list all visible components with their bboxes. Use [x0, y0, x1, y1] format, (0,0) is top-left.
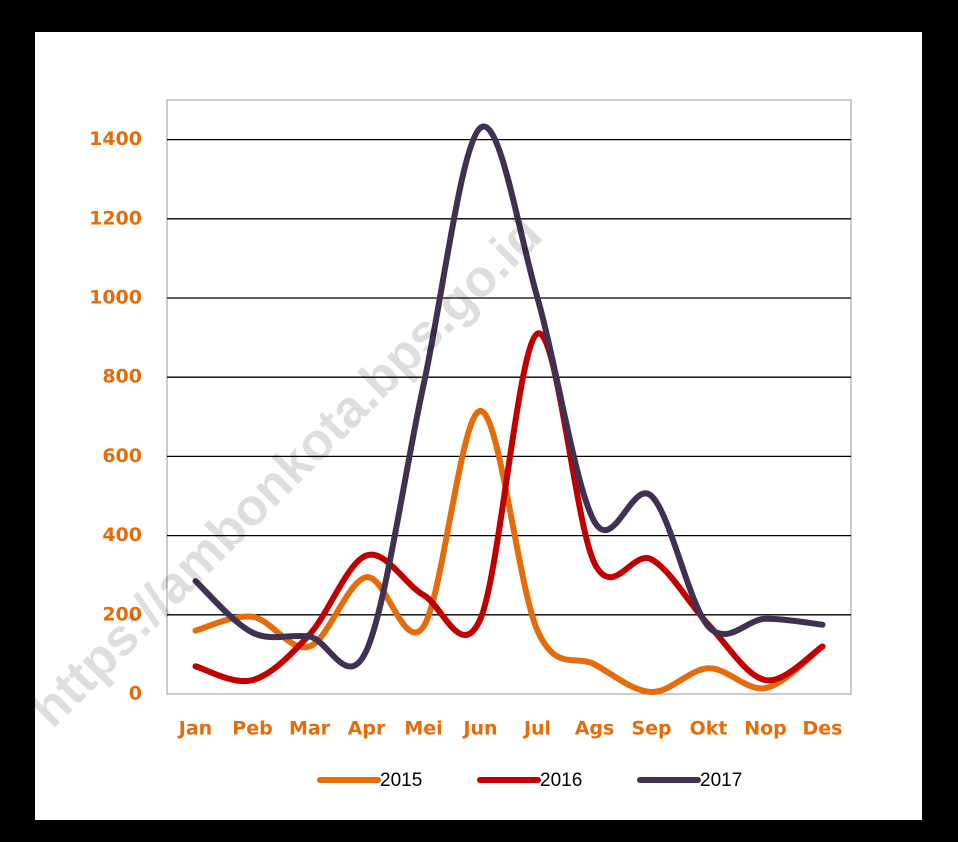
legend-label: 2015 [380, 770, 422, 791]
x-tick-label: Mei [404, 718, 442, 740]
y-tick-label: 600 [102, 445, 142, 467]
x-tick-label: Okt [690, 718, 728, 740]
x-tick-label: Peb [232, 718, 272, 740]
x-tick-label: Ags [575, 718, 615, 740]
chart-background [35, 32, 922, 820]
x-tick-label: Jan [177, 718, 212, 740]
legend-label: 2016 [540, 770, 582, 791]
x-tick-label: Nop [744, 718, 787, 740]
plot-border [166, 99, 852, 695]
y-tick-label: 0 [129, 683, 142, 705]
x-tick-label: Jul [522, 718, 551, 740]
y-tick-label: 800 [102, 366, 142, 388]
series-line [192, 123, 826, 670]
y-tick-label: 1200 [89, 207, 142, 229]
legend-label: 2017 [700, 770, 742, 791]
y-tick-label: 1400 [89, 128, 142, 150]
y-tick-label: 400 [102, 524, 142, 546]
x-tick-label: Jun [461, 718, 497, 740]
x-tick-label: Sep [631, 718, 671, 740]
x-tick-label: Apr [348, 718, 386, 740]
x-tick-label: Des [803, 718, 843, 740]
y-tick-label: 200 [102, 603, 142, 625]
y-tick-label: 1000 [89, 287, 142, 309]
x-tick-label: Mar [289, 718, 331, 740]
